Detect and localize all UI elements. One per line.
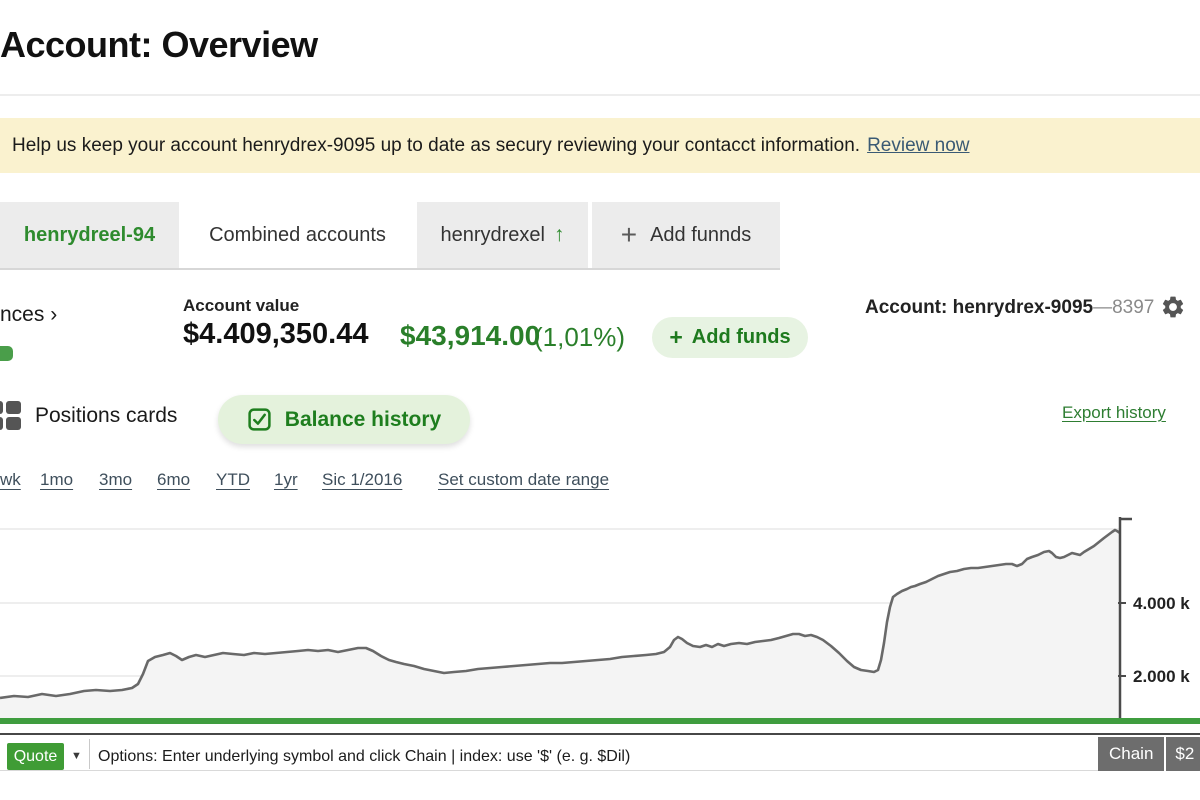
export-history-link[interactable]: Export history bbox=[1062, 403, 1166, 422]
balance-history-toggle[interactable]: Balance history bbox=[218, 395, 470, 444]
plus-icon: + bbox=[669, 324, 683, 350]
account-change: $43,914.00 bbox=[400, 320, 541, 351]
chain-button[interactable]: Chain bbox=[1098, 737, 1165, 771]
range-1yr[interactable]: 1yr bbox=[274, 470, 298, 489]
plus-icon: + bbox=[620, 219, 638, 250]
range-3mo[interactable]: 3mo bbox=[99, 470, 133, 489]
range-6mo[interactable]: 6mo bbox=[157, 470, 191, 489]
review-now-link[interactable]: Review now bbox=[867, 134, 970, 156]
truncated-green-button[interactable] bbox=[0, 346, 13, 361]
add-funds-label: Add funds bbox=[691, 326, 791, 348]
tab-label: henrydrexel bbox=[440, 223, 545, 246]
caret-down-icon[interactable]: ▼ bbox=[71, 750, 82, 762]
range-1mo[interactable]: 1mo bbox=[40, 470, 74, 489]
set-custom-date-range[interactable]: Set custom date range bbox=[438, 470, 610, 489]
toolbar-divider bbox=[89, 739, 90, 769]
price-badge[interactable]: $2 bbox=[1166, 737, 1200, 771]
chain-button-group: Chain $2 bbox=[1098, 737, 1200, 771]
ytick-label-2000k: 2.000 k bbox=[1133, 667, 1190, 686]
ytick-label-4000k: 4.000 k bbox=[1133, 594, 1190, 613]
checkbox-checked-icon bbox=[248, 408, 271, 431]
tab-combined-accounts[interactable]: Combined accounts bbox=[182, 202, 413, 268]
up-arrow-icon: ↑ bbox=[554, 223, 565, 246]
gear-icon[interactable] bbox=[1160, 294, 1186, 320]
balance-history-chart: 4.000 k 2.000 k bbox=[0, 517, 1200, 724]
balances-breadcrumb-truncated[interactable]: nces › bbox=[0, 303, 58, 326]
range-ytd[interactable]: YTD bbox=[216, 470, 250, 489]
tab-henrydreel-94[interactable]: henrydreel-94 bbox=[0, 202, 179, 268]
quote-button[interactable]: Quote bbox=[7, 743, 64, 770]
account-number: Account: henrydrex-9095—8397 bbox=[865, 297, 1154, 319]
tab-label: Add funnds bbox=[650, 223, 752, 246]
chain-divider bbox=[1164, 737, 1167, 771]
account-number-main: Account: henrydrex-9095 bbox=[865, 297, 1094, 318]
account-value-label: Account value bbox=[183, 296, 300, 315]
tab-label: Combined accounts bbox=[209, 223, 386, 246]
range-since-2016[interactable]: Sic 1/2016 bbox=[322, 470, 403, 489]
add-funds-button[interactable]: + Add funds bbox=[652, 317, 808, 358]
positions-cards-icon bbox=[0, 401, 21, 430]
tab-label: henrydreel-94 bbox=[23, 223, 156, 246]
tabs-underline bbox=[0, 268, 780, 270]
account-alert-banner: Help us keep your account henrydrex-9095… bbox=[0, 118, 1200, 173]
account-number-suffix: —8397 bbox=[1093, 297, 1155, 318]
positions-cards-title: Positions cards bbox=[35, 404, 178, 427]
tab-add-funds[interactable]: + Add funnds bbox=[592, 202, 780, 268]
symbol-entry-field[interactable]: Options: Enter underlying symbol and cli… bbox=[98, 748, 631, 765]
account-change-percent: (1,01%) bbox=[534, 322, 626, 352]
account-value: $4.409,350.44 bbox=[183, 318, 369, 350]
chart-area-fill bbox=[0, 530, 1120, 718]
gear-svg bbox=[1162, 296, 1184, 318]
range-1wk-truncated[interactable]: wk bbox=[0, 470, 21, 489]
balance-history-label: Balance history bbox=[284, 407, 442, 431]
title-divider bbox=[0, 94, 1200, 96]
banner-message: Help us keep your account henrydrex-9095… bbox=[12, 134, 861, 156]
chart-line bbox=[0, 528, 1121, 700]
quote-toolbar: Quote ▼ Options: Enter underlying symbol… bbox=[0, 733, 1200, 771]
page-title: Account: Overview bbox=[0, 24, 318, 65]
chart-baseline-bar bbox=[0, 718, 1200, 724]
tab-henrydrexel[interactable]: henrydrexel ↑ bbox=[417, 202, 588, 268]
